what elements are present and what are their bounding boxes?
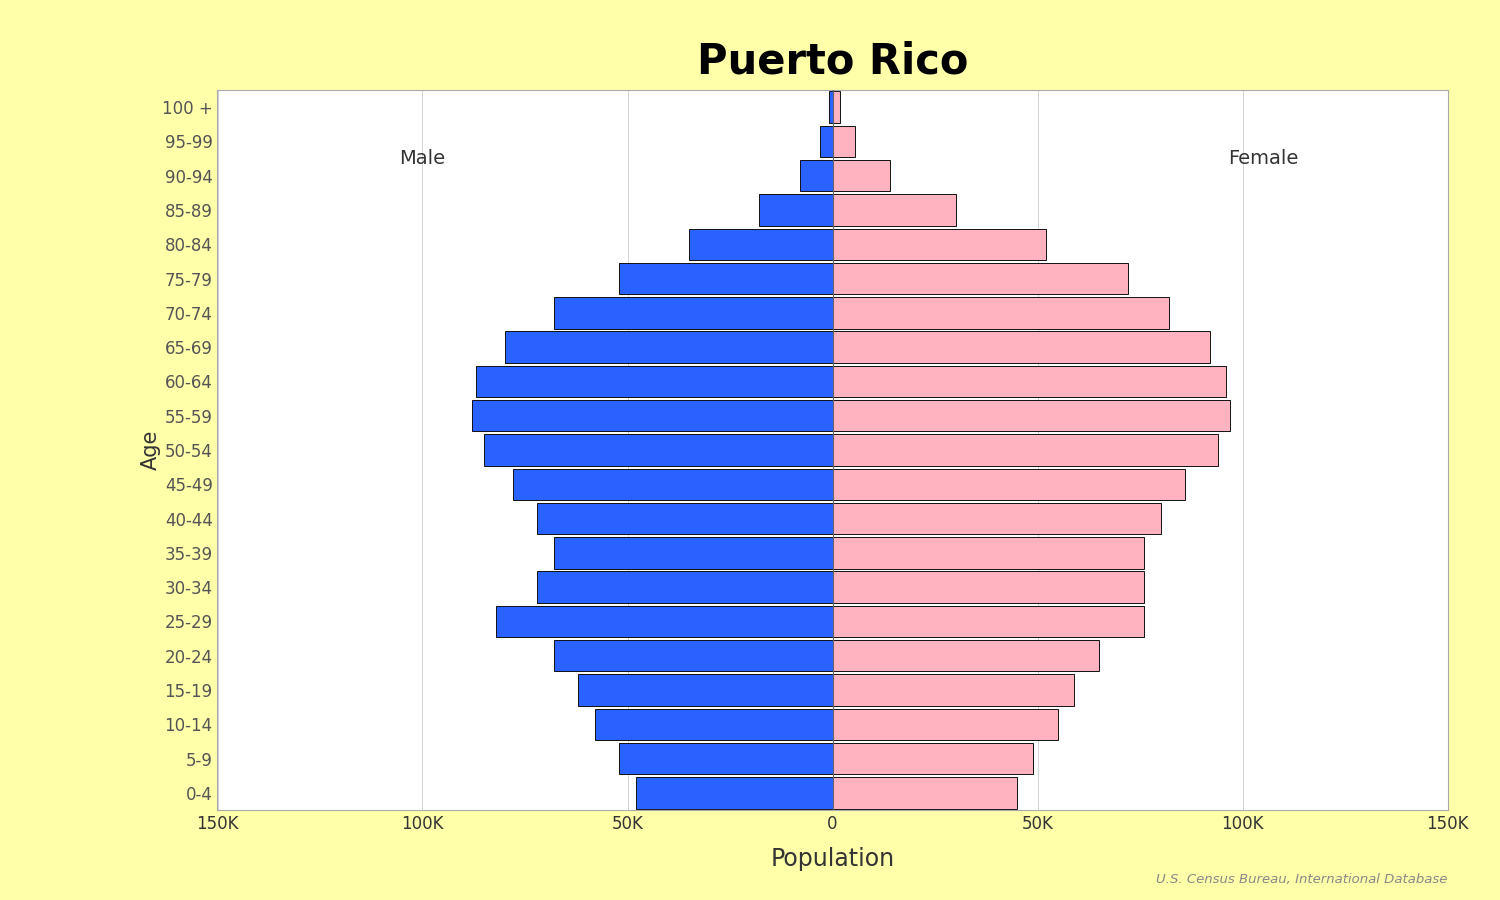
Bar <box>537 572 833 603</box>
Bar <box>476 365 832 397</box>
Bar <box>636 777 833 808</box>
Bar <box>833 92 840 123</box>
Bar <box>688 229 832 260</box>
Bar <box>821 126 833 158</box>
Bar <box>594 708 832 740</box>
Bar <box>620 263 833 294</box>
Bar <box>833 194 956 226</box>
Bar <box>484 434 832 466</box>
Bar <box>579 674 832 706</box>
Bar <box>833 263 1128 294</box>
Bar <box>554 537 832 569</box>
Bar <box>833 229 1046 260</box>
Bar <box>833 469 1185 500</box>
Bar <box>833 572 1144 603</box>
Y-axis label: Age: Age <box>141 430 160 470</box>
Text: U.S. Census Bureau, International Database: U.S. Census Bureau, International Databa… <box>1156 874 1448 886</box>
Bar <box>833 297 1168 328</box>
Bar <box>833 606 1144 637</box>
Text: Puerto Rico: Puerto Rico <box>698 40 968 83</box>
Bar <box>833 365 1226 397</box>
Bar <box>833 708 1058 740</box>
Bar <box>554 297 832 328</box>
Bar <box>833 434 1218 466</box>
Bar <box>554 640 832 671</box>
Bar <box>833 777 1017 808</box>
X-axis label: Population: Population <box>771 847 894 871</box>
Text: Male: Male <box>399 149 445 168</box>
Bar <box>833 503 1161 535</box>
Bar <box>800 160 832 192</box>
Bar <box>833 674 1074 706</box>
Bar <box>759 194 833 226</box>
Bar <box>504 331 833 363</box>
Bar <box>833 537 1144 569</box>
Bar <box>620 742 833 774</box>
Bar <box>833 126 855 158</box>
Bar <box>833 331 1209 363</box>
Text: Female: Female <box>1228 149 1298 168</box>
Bar <box>496 606 832 637</box>
Bar <box>833 400 1230 431</box>
Bar <box>830 92 833 123</box>
Bar <box>833 160 890 192</box>
Bar <box>537 503 833 535</box>
Bar <box>471 400 832 431</box>
Bar <box>833 640 1100 671</box>
Bar <box>513 469 832 500</box>
Bar <box>833 742 1034 774</box>
